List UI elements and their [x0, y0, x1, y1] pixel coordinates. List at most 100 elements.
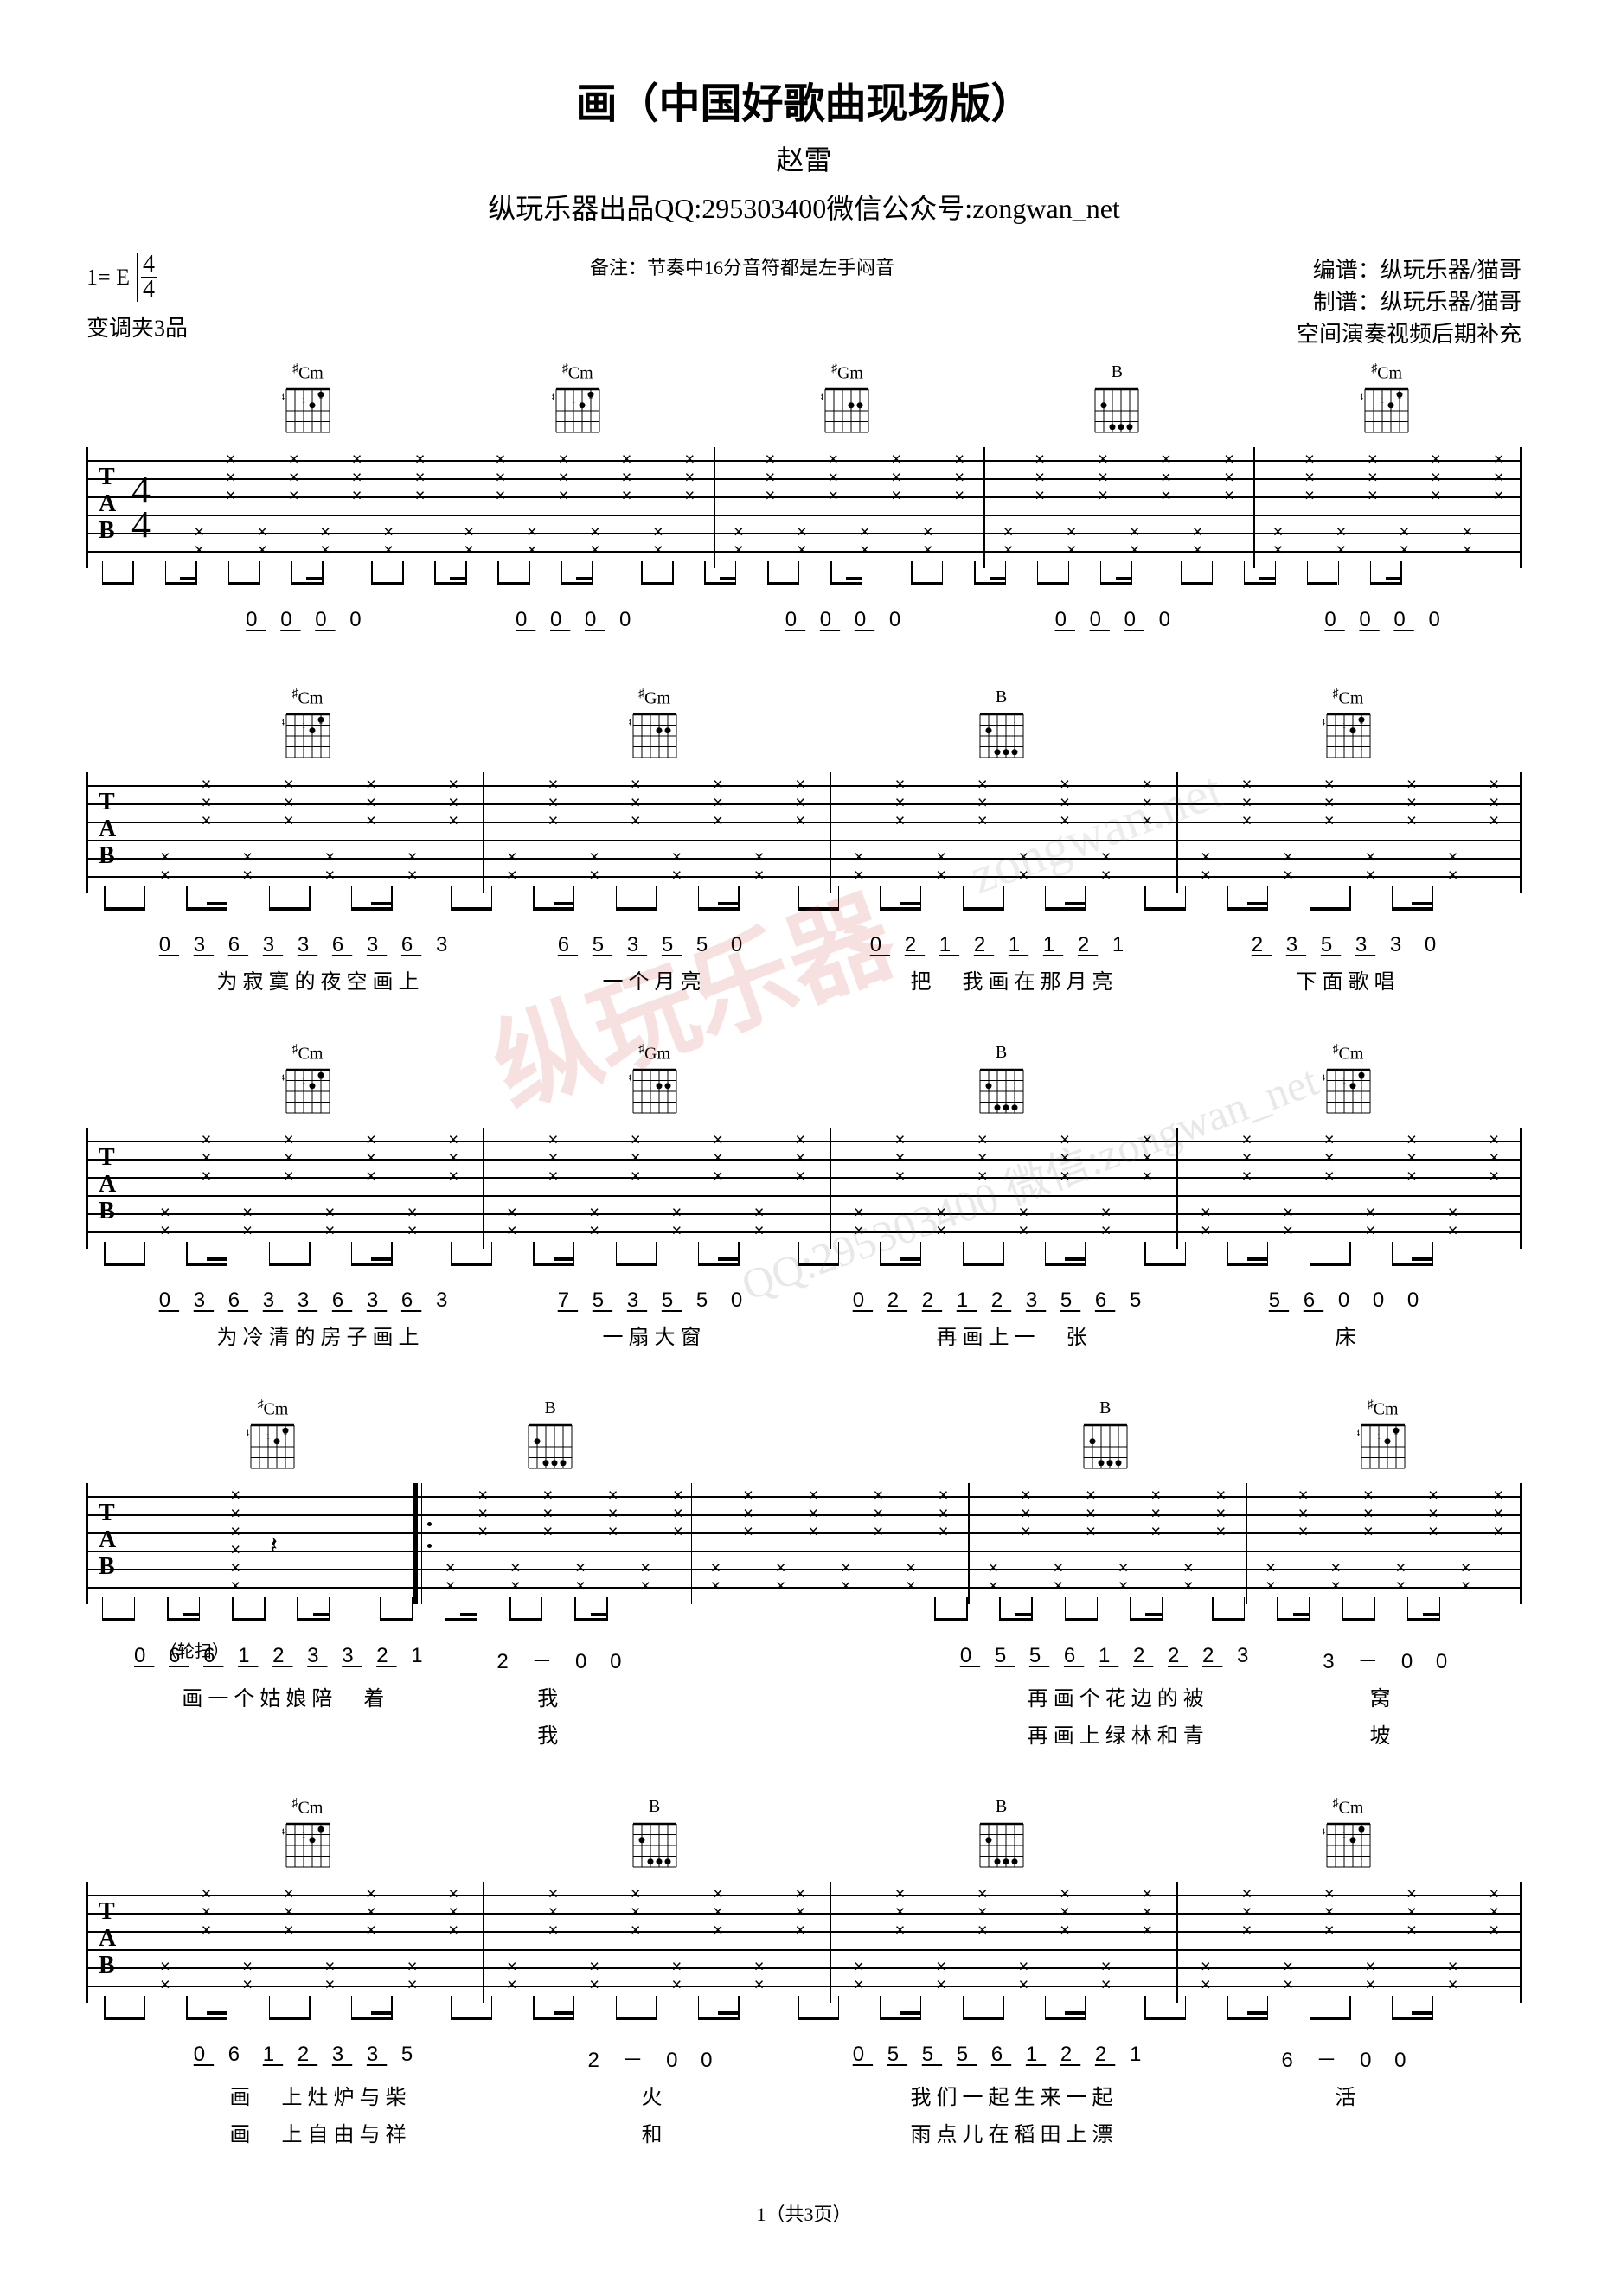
x-note: × — [977, 1149, 988, 1169]
x-note: × — [743, 1523, 753, 1543]
x-note: × — [1489, 776, 1499, 796]
x-note: × — [1406, 1149, 1417, 1169]
numbered-notation: 7 5 3 5 5 0 — [481, 1289, 828, 1313]
x-note: × — [860, 523, 870, 543]
svg-text:2: 2 — [1394, 1429, 1398, 1436]
x-note: × — [230, 1523, 240, 1543]
x-note: × — [713, 812, 723, 832]
chord-diagram: 412 — [247, 1421, 298, 1473]
x-note: × — [230, 1505, 240, 1525]
x-note: × — [1018, 1976, 1028, 1996]
lyric: 窝 — [1244, 1681, 1522, 1711]
x-note: × — [1142, 794, 1152, 814]
x-note: × — [507, 1204, 517, 1224]
svg-text:4: 4 — [1323, 1074, 1325, 1084]
x-note: × — [954, 469, 964, 489]
chord-diagram: 412 — [282, 1065, 334, 1117]
x-note: × — [1242, 1903, 1252, 1923]
svg-text:4: 4 — [282, 1828, 285, 1838]
lyric: 再画上绿林和青 — [966, 1718, 1244, 1749]
x-note: × — [1003, 541, 1014, 561]
x-note: × — [202, 1131, 212, 1151]
x-note: × — [1054, 1559, 1064, 1579]
x-note: × — [226, 451, 236, 470]
x-note: × — [895, 812, 906, 832]
chord-slot: ♯Cm412 — [134, 1046, 481, 1124]
svg-text:1: 1 — [1377, 1433, 1381, 1441]
x-note: × — [1489, 1167, 1499, 1187]
x-note: × — [713, 1922, 723, 1941]
x-note: × — [1399, 541, 1409, 561]
x-note: × — [1193, 541, 1203, 561]
rhythm-stems — [86, 1597, 1522, 1640]
tab-clef: TAB — [99, 1899, 116, 1979]
chord-name: B — [1099, 1398, 1111, 1418]
x-note: × — [366, 1922, 376, 1941]
x-note: × — [906, 1559, 916, 1579]
x-note: × — [977, 1167, 988, 1187]
x-note: × — [289, 469, 299, 489]
x-note: × — [1336, 541, 1347, 561]
x-note: × — [284, 1131, 294, 1151]
x-note: × — [1150, 1487, 1161, 1506]
chord-slot: B — [412, 1402, 689, 1480]
x-note: × — [448, 1903, 458, 1923]
x-note: × — [548, 812, 559, 832]
svg-text:1: 1 — [302, 1832, 305, 1839]
x-note: × — [1216, 1487, 1227, 1506]
x-note: × — [366, 794, 376, 814]
chord-slot: ♯Cm412 — [1244, 1402, 1522, 1480]
x-note: × — [797, 523, 807, 543]
x-note: × — [352, 487, 362, 507]
x-note: × — [202, 1903, 212, 1923]
lyric: 画一个姑娘陪 着 — [134, 1681, 412, 1711]
numbered-notation-row: 0 6 6 1 2 3 3 2 12 － 0 00 5 5 6 1 2 2 2 … — [86, 1644, 1522, 1674]
lyric: 火 — [481, 2080, 828, 2110]
svg-text:2: 2 — [1360, 1827, 1363, 1835]
x-note: × — [242, 1958, 253, 1978]
chord-diagram: 4 — [629, 1065, 681, 1117]
lyric: 活 — [1175, 2080, 1522, 2110]
svg-text:1: 1 — [1342, 722, 1346, 730]
x-note: × — [507, 1222, 517, 1242]
x-note: × — [936, 848, 946, 868]
x-note: × — [589, 1958, 599, 1978]
x-note: × — [1448, 848, 1458, 868]
x-note: × — [977, 1922, 988, 1941]
lyrics-row-2: 画 上自由与祥和 雨点儿在稻田上漂 — [86, 2117, 1522, 2147]
x-note: × — [160, 1222, 170, 1242]
svg-text:1: 1 — [1342, 1832, 1346, 1839]
x-note: × — [1406, 1903, 1417, 1923]
x-note: × — [366, 1167, 376, 1187]
numbered-notation: 3 － 0 0 — [1257, 1644, 1522, 1674]
chord-name: ♯Cm — [292, 1797, 324, 1819]
x-note: × — [1363, 1523, 1374, 1543]
x-note: × — [1283, 1204, 1293, 1224]
x-note: × — [507, 848, 517, 868]
x-note: × — [1142, 776, 1152, 796]
x-note: × — [1365, 1958, 1375, 1978]
x-note: × — [507, 1976, 517, 1996]
svg-text:4: 4 — [1323, 719, 1325, 728]
x-note: × — [507, 1958, 517, 1978]
chord-name: ♯Gm — [638, 688, 670, 709]
x-note: × — [230, 1487, 240, 1506]
x-note: × — [1494, 451, 1504, 470]
x-note: × — [1304, 451, 1315, 470]
x-note: × — [1461, 1577, 1471, 1597]
x-note: × — [284, 776, 294, 796]
chord-slot: B — [828, 691, 1175, 769]
metadata-row: 1= E 4 4 变调夹3品 备注：节奏中16分音符都是左手闷音 编谱：纵玩乐器… — [86, 253, 1522, 349]
x-note: × — [1489, 1885, 1499, 1905]
x-note: × — [765, 451, 775, 470]
x-note: × — [765, 469, 775, 489]
x-note: × — [1183, 1577, 1194, 1597]
x-note: × — [324, 848, 335, 868]
x-note: × — [673, 1505, 683, 1525]
x-note: × — [936, 1204, 946, 1224]
x-note: × — [685, 487, 695, 507]
x-note: × — [1265, 1559, 1276, 1579]
x-note: × — [1396, 1559, 1406, 1579]
x-note: × — [589, 867, 599, 886]
x-note: × — [202, 812, 212, 832]
